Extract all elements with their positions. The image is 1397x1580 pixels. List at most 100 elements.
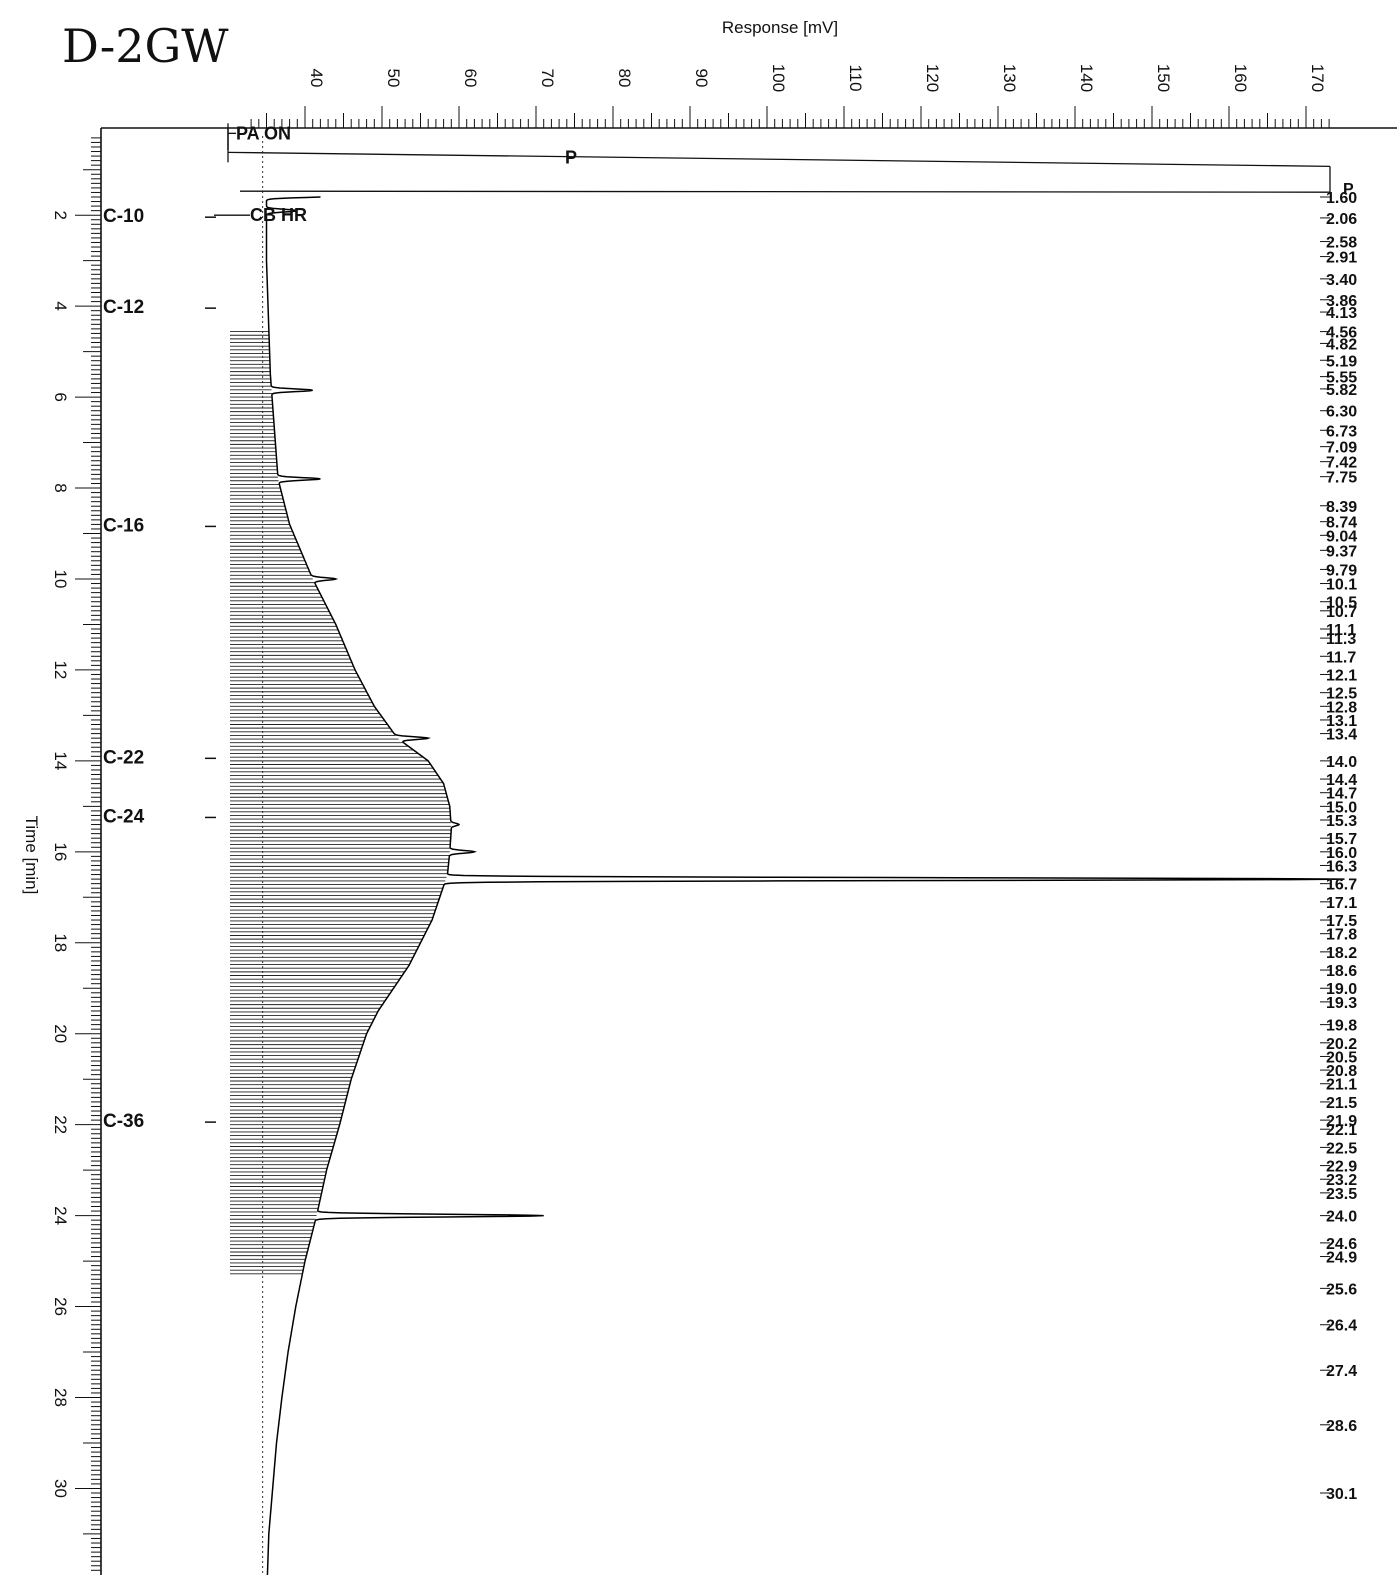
retention-label: 30.1 bbox=[1326, 1486, 1357, 1503]
retention-label: 6.30 bbox=[1326, 404, 1357, 421]
retention-label: 2.06 bbox=[1326, 211, 1357, 228]
response-tick-label: 40 bbox=[307, 69, 326, 88]
carbon-marker-label: C-24 bbox=[103, 806, 145, 827]
retention-label: 16.0 bbox=[1326, 845, 1357, 862]
retention-label: 17.5 bbox=[1326, 913, 1357, 930]
retention-label: 22.5 bbox=[1326, 1140, 1357, 1157]
response-tick-label: 100 bbox=[769, 64, 788, 92]
retention-label: 9.04 bbox=[1326, 528, 1357, 545]
event-p-line-1 bbox=[227, 151, 1331, 167]
response-axis-label: Response [mV] bbox=[722, 18, 838, 37]
retention-label: 22.9 bbox=[1326, 1159, 1357, 1176]
retention-label: 3.40 bbox=[1326, 272, 1357, 289]
retention-label: 21.9 bbox=[1326, 1113, 1357, 1130]
retention-label: 20.8 bbox=[1326, 1063, 1357, 1080]
time-tick-label: 16 bbox=[51, 842, 70, 861]
retention-label: 13.1 bbox=[1326, 713, 1357, 730]
retention-label: 2.58 bbox=[1326, 235, 1357, 252]
retention-label: 15.7 bbox=[1326, 831, 1357, 848]
response-tick-label: 70 bbox=[538, 69, 557, 88]
time-tick-label: 8 bbox=[51, 483, 70, 492]
retention-label: 7.09 bbox=[1326, 440, 1357, 457]
retention-label: 4.56 bbox=[1326, 325, 1357, 342]
response-tick-label: 150 bbox=[1154, 64, 1173, 92]
retention-label: 21.5 bbox=[1326, 1095, 1357, 1112]
carbon-marker-label: C-16 bbox=[103, 515, 144, 536]
retention-label: 28.6 bbox=[1326, 1418, 1357, 1435]
chromatogram-trace bbox=[265, 196, 1345, 1580]
response-tick-label: 120 bbox=[923, 64, 942, 92]
retention-label: 26.4 bbox=[1326, 1318, 1357, 1335]
retention-label: 1.60 bbox=[1326, 190, 1357, 207]
response-tick-label: 110 bbox=[846, 64, 865, 91]
retention-label: 8.39 bbox=[1326, 499, 1357, 516]
retention-label: 17.8 bbox=[1326, 927, 1357, 944]
event-p-label-1: P bbox=[565, 147, 577, 167]
retention-label: 11.7 bbox=[1326, 649, 1356, 666]
retention-label: 21.1 bbox=[1326, 1077, 1357, 1094]
carbon-marker-label: C-22 bbox=[103, 747, 144, 768]
time-tick-label: 20 bbox=[51, 1024, 70, 1043]
sample-id: D-2GW bbox=[62, 19, 229, 73]
carbon-marker-label: C-12 bbox=[103, 297, 144, 318]
response-tick-label: 130 bbox=[1000, 64, 1019, 92]
retention-label: 18.6 bbox=[1326, 963, 1357, 980]
retention-label: 5.82 bbox=[1326, 382, 1357, 399]
retention-label: 5.19 bbox=[1326, 353, 1357, 370]
retention-label: 17.1 bbox=[1326, 895, 1357, 912]
retention-label: 4.13 bbox=[1326, 305, 1357, 322]
time-tick-label: 10 bbox=[51, 570, 70, 589]
retention-label: 23.5 bbox=[1326, 1186, 1357, 1203]
retention-label: 20.5 bbox=[1326, 1049, 1357, 1066]
time-tick-label: 18 bbox=[51, 933, 70, 952]
retention-label: 20.2 bbox=[1326, 1036, 1357, 1053]
retention-label: 11.1 bbox=[1326, 622, 1356, 639]
event-pa-on-label: PA ON bbox=[236, 123, 291, 143]
time-tick-label: 24 bbox=[51, 1206, 70, 1225]
time-tick-label: 30 bbox=[51, 1479, 70, 1498]
retention-label: 6.73 bbox=[1326, 423, 1357, 440]
retention-label: 24.6 bbox=[1326, 1236, 1357, 1253]
retention-label: 24.9 bbox=[1326, 1250, 1357, 1267]
retention-label: 23.2 bbox=[1326, 1172, 1357, 1189]
retention-label: 15.3 bbox=[1326, 813, 1357, 830]
retention-label: 14.0 bbox=[1326, 754, 1357, 771]
retention-label: 19.3 bbox=[1326, 995, 1357, 1012]
retention-label: 2.91 bbox=[1326, 250, 1357, 267]
time-tick-label: 6 bbox=[51, 392, 70, 401]
retention-label: 12.5 bbox=[1326, 686, 1357, 703]
retention-label: 14.4 bbox=[1326, 772, 1357, 789]
retention-label: 12.8 bbox=[1326, 699, 1357, 716]
carbon-marker-label: C-10 bbox=[103, 206, 144, 227]
retention-label: 27.4 bbox=[1326, 1363, 1357, 1380]
retention-label: 8.74 bbox=[1326, 515, 1357, 532]
retention-label: 10.5 bbox=[1326, 595, 1357, 612]
time-tick-label: 2 bbox=[51, 210, 70, 219]
retention-label: 9.37 bbox=[1326, 543, 1357, 560]
retention-label: 11.3 bbox=[1326, 631, 1356, 648]
retention-label: 15.0 bbox=[1326, 799, 1357, 816]
event-p-line-2 bbox=[239, 190, 1331, 193]
time-tick-label: 12 bbox=[51, 660, 70, 679]
carbon-marker-label: C-36 bbox=[103, 1111, 144, 1132]
retention-label: 25.6 bbox=[1326, 1281, 1357, 1298]
time-tick-label: 28 bbox=[51, 1388, 70, 1407]
retention-label: 5.55 bbox=[1326, 370, 1357, 387]
retention-label: 3.86 bbox=[1326, 293, 1357, 310]
response-tick-label: 60 bbox=[461, 69, 480, 88]
event-cb-hr-label: CB HR bbox=[250, 205, 307, 225]
retention-label: 19.8 bbox=[1326, 1018, 1357, 1035]
retention-label: 10.7 bbox=[1326, 604, 1357, 621]
retention-label: 9.79 bbox=[1326, 562, 1357, 579]
response-tick-label: 80 bbox=[615, 69, 634, 88]
retention-label: 24.0 bbox=[1326, 1209, 1357, 1226]
response-tick-label: 170 bbox=[1308, 64, 1327, 92]
time-axis-label: Time [min] bbox=[22, 816, 41, 895]
retention-label: 19.0 bbox=[1326, 981, 1357, 998]
retention-label: 18.2 bbox=[1326, 945, 1357, 962]
response-tick-label: 140 bbox=[1077, 64, 1096, 92]
time-tick-label: 22 bbox=[51, 1115, 70, 1134]
retention-label: 7.75 bbox=[1326, 470, 1357, 487]
time-tick-label: 14 bbox=[51, 751, 70, 770]
